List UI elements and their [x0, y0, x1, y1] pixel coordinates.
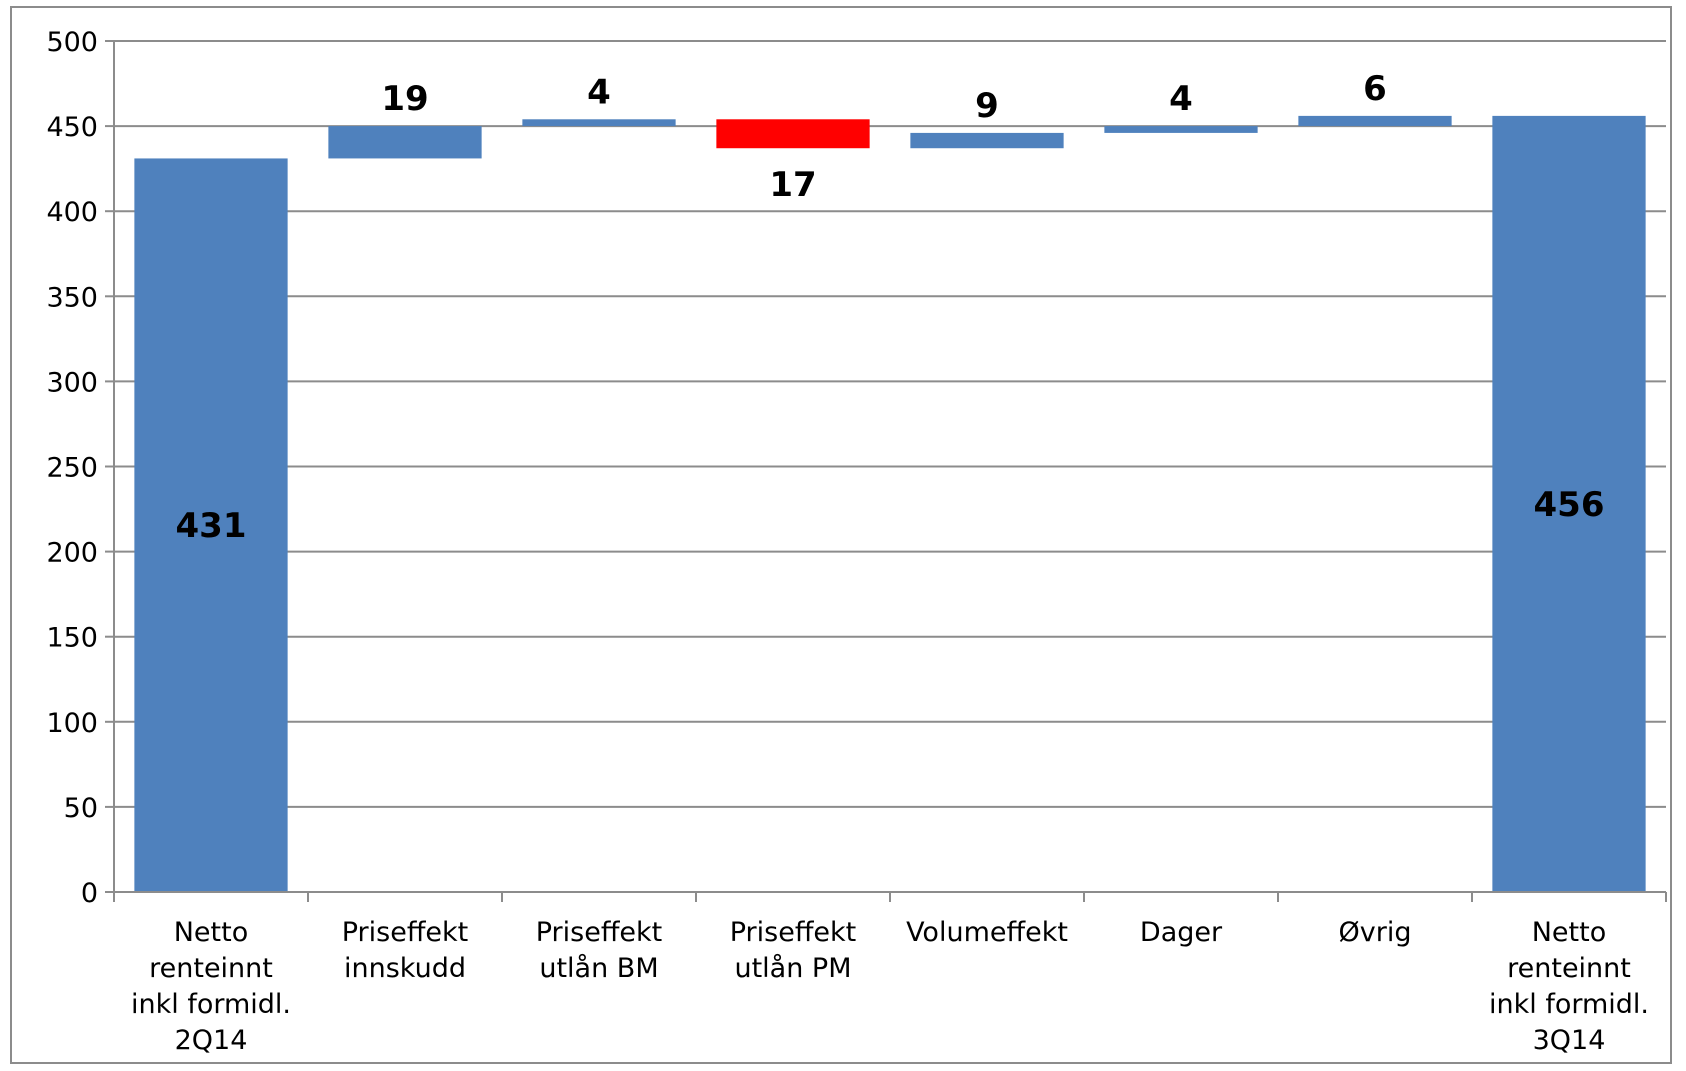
data-label: 4	[1169, 79, 1193, 119]
data-label: 17	[769, 165, 816, 205]
bar	[910, 132, 1064, 149]
x-category-label-line: 2Q14	[175, 1025, 248, 1056]
axes	[105, 40, 1667, 902]
y-tick-label: 200	[46, 538, 98, 569]
x-category-label-line: renteinnt	[149, 953, 273, 984]
x-category-label: Volumeffekt	[906, 917, 1068, 948]
x-category-label-line: renteinnt	[1507, 953, 1631, 984]
y-tick-label: 350	[46, 282, 98, 313]
x-category-label-line: Priseffekt	[730, 917, 857, 948]
x-category-label-line: Øvrig	[1339, 917, 1412, 948]
data-label: 4	[587, 72, 611, 112]
y-tick-label: 300	[46, 367, 98, 398]
bar	[522, 119, 676, 127]
data-label: 431	[176, 506, 247, 546]
x-category-label-line: utlån PM	[734, 953, 851, 984]
x-category-label-line: Priseffekt	[536, 917, 663, 948]
y-tick-label: 250	[46, 453, 98, 484]
bar	[716, 119, 870, 149]
bar	[134, 158, 288, 893]
x-category-label: Netto renteinnt inkl formidl. 2Q14	[131, 917, 291, 1056]
x-category-label-line: 3Q14	[1533, 1025, 1606, 1056]
x-category-label-line: Netto	[1532, 917, 1607, 948]
bars	[134, 115, 1646, 893]
y-tick-labels: 0 50 100 150 200 250 300 350 400 450 500	[46, 27, 98, 909]
data-label: 6	[1363, 69, 1387, 109]
x-category-label-line: innskudd	[344, 953, 466, 984]
y-tick-label: 450	[46, 112, 98, 143]
x-category-label: Priseffekt utlån PM	[730, 917, 857, 984]
x-category-label-line: inkl formidl.	[1489, 989, 1649, 1020]
x-category-label-line: Netto	[174, 917, 249, 948]
x-category-label-line: Priseffekt	[342, 917, 469, 948]
y-tick-label: 500	[46, 27, 98, 58]
x-category-label: Priseffekt utlån BM	[536, 917, 663, 984]
y-tick-label: 50	[64, 793, 98, 824]
y-tick-label: 0	[81, 878, 98, 909]
x-category-label-line: Dager	[1140, 917, 1223, 948]
x-category-label: Dager	[1140, 917, 1223, 948]
bar	[1298, 115, 1452, 127]
data-label: 456	[1534, 485, 1605, 525]
x-category-label: Netto renteinnt inkl formidl. 3Q14	[1489, 917, 1649, 1056]
y-tick-label: 100	[46, 708, 98, 739]
y-tick-label: 400	[46, 197, 98, 228]
bar	[1492, 115, 1646, 892]
x-category-label: Priseffekt innskudd	[342, 917, 469, 984]
bar	[328, 126, 482, 159]
x-category-labels: Netto renteinnt inkl formidl. 2Q14 Priseffek…	[131, 917, 1649, 1056]
x-category-label-line: inkl formidl.	[131, 989, 291, 1020]
data-label: 9	[975, 86, 999, 126]
y-tick-label: 150	[46, 623, 98, 654]
bar	[1104, 126, 1258, 133]
x-category-label-line: utlån BM	[539, 953, 658, 984]
x-category-label: Øvrig	[1339, 917, 1412, 948]
data-label: 19	[381, 79, 428, 119]
x-category-label-line: Volumeffekt	[906, 917, 1068, 948]
data-labels: 431 19 4 17 9 4 6 456	[176, 69, 1605, 546]
